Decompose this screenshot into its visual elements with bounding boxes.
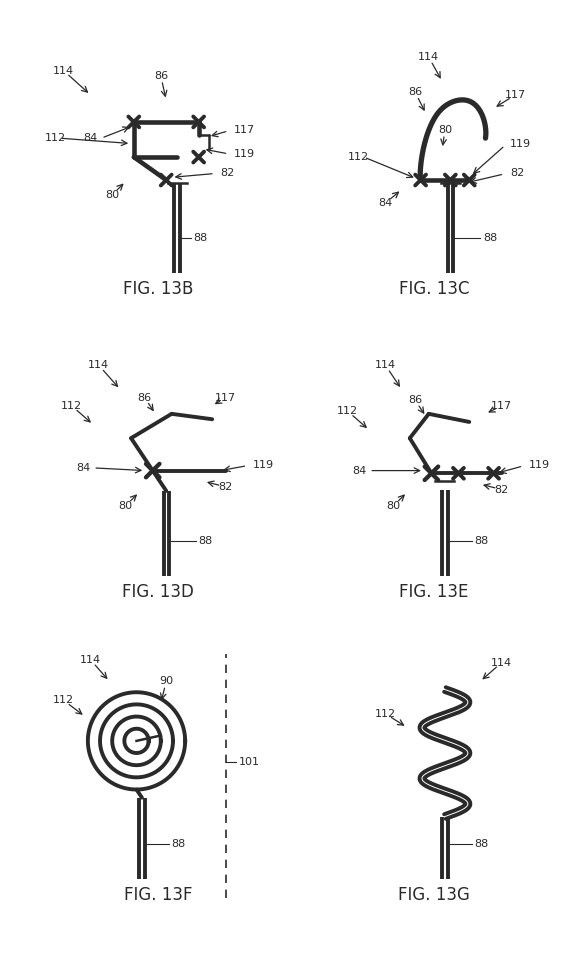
Text: 88: 88 [475,839,489,849]
Text: 119: 119 [234,149,255,160]
Text: 80: 80 [105,190,119,200]
Text: 86: 86 [137,393,152,403]
Text: 112: 112 [348,152,369,162]
Text: 117: 117 [234,125,255,136]
Text: 112: 112 [61,401,82,410]
Text: FIG. 13G: FIG. 13G [398,886,470,904]
Text: 112: 112 [375,709,396,719]
Text: 80: 80 [438,125,452,136]
Text: 82: 82 [220,168,235,179]
Text: 80: 80 [118,501,133,510]
Text: FIG. 13E: FIG. 13E [400,583,469,602]
Text: 119: 119 [253,460,274,470]
Text: 112: 112 [337,407,358,416]
Text: 114: 114 [375,360,396,370]
Text: 114: 114 [88,360,109,370]
Text: 84: 84 [83,134,98,143]
Text: FIG. 13D: FIG. 13D [122,583,194,602]
Text: FIG. 13B: FIG. 13B [123,281,193,299]
Text: 82: 82 [218,481,233,492]
Text: 117: 117 [491,401,512,410]
Text: 80: 80 [386,501,401,510]
Text: 101: 101 [239,757,260,768]
Text: 117: 117 [505,90,526,100]
Text: 119: 119 [510,138,531,149]
Text: 86: 86 [154,71,168,81]
Text: 114: 114 [418,52,439,62]
Text: 82: 82 [510,168,524,179]
Text: 90: 90 [159,677,173,686]
Text: 88: 88 [199,536,213,546]
Text: 88: 88 [172,839,186,849]
Text: FIG. 13C: FIG. 13C [399,281,469,299]
Text: 119: 119 [529,460,550,470]
Text: 86: 86 [408,395,422,406]
Text: FIG. 13F: FIG. 13F [124,886,193,904]
Text: 86: 86 [408,87,422,97]
Text: 88: 88 [475,536,489,546]
Text: 88: 88 [483,234,497,243]
Text: 112: 112 [53,696,74,705]
Text: 117: 117 [215,393,236,403]
Text: 82: 82 [494,484,509,495]
Text: 88: 88 [193,234,208,243]
Text: 114: 114 [491,657,512,668]
Text: 84: 84 [378,198,393,208]
Text: 112: 112 [45,134,66,143]
Text: 114: 114 [53,65,74,76]
Text: 84: 84 [76,463,91,473]
Text: 84: 84 [352,465,367,476]
Text: 114: 114 [80,654,101,665]
